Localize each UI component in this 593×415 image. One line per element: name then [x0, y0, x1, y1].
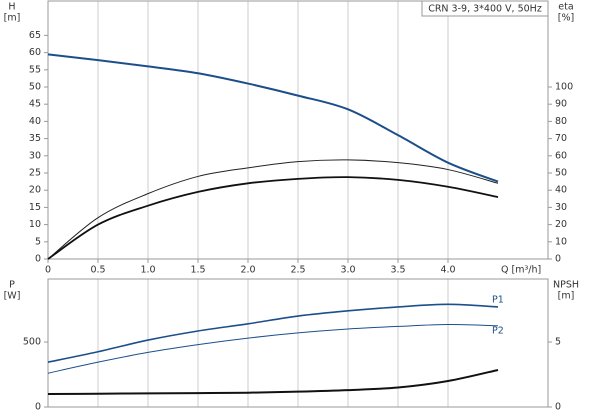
y2-tick-label: 90: [555, 99, 567, 110]
y-tick-label: 0: [35, 254, 41, 265]
y-axis-label: P: [9, 280, 15, 291]
x-axis-label: Q [m³/h]: [501, 265, 541, 276]
y-axis-label: H: [8, 2, 15, 13]
y-tick-label: 40: [29, 116, 41, 127]
series-line: [47, 159, 499, 260]
y2-axis-label: NPSH: [553, 280, 579, 291]
y-tick-label: 30: [29, 150, 41, 161]
y2-tick-label: 40: [555, 185, 567, 196]
x-tick-label: 2.0: [240, 265, 255, 276]
y2-tick-label: 80: [555, 116, 567, 127]
y2-tick-label: 50: [555, 168, 567, 179]
series-line: [47, 176, 499, 260]
x-tick-label: 1.0: [140, 265, 155, 276]
x-tick-label: 3.5: [390, 265, 405, 276]
series-label: P1: [492, 294, 504, 305]
x-tick-label: 0.5: [90, 265, 105, 276]
title-box: [421, 0, 549, 17]
y-tick-label: 35: [29, 133, 41, 144]
x-tick-label: 4.0: [440, 265, 455, 276]
y-axis-label: [W]: [4, 291, 21, 302]
y2-tick-label: 60: [555, 150, 567, 161]
y2-tick-label: 10: [555, 236, 567, 247]
y2-axis-label: [%]: [558, 13, 574, 24]
y2-tick-label: 30: [555, 202, 567, 213]
y-tick-label: 55: [29, 64, 41, 75]
series-line: [47, 323, 499, 374]
x-tick-label: 3.0: [340, 265, 355, 276]
chart-title: CRN 3-9, 3*400 V, 50Hz: [428, 4, 542, 15]
y2-axis-label: [m]: [558, 291, 575, 302]
y2-tick-label: 20: [555, 219, 567, 230]
y2-tick-label: 100: [555, 82, 573, 93]
y-tick-label: 20: [29, 185, 41, 196]
y2-tick-label: 70: [555, 133, 567, 144]
y-tick-label: 45: [29, 99, 41, 110]
y2-tick-label: 0: [555, 402, 561, 413]
y-tick-label: 500: [23, 337, 41, 348]
x-tick-label: 1.5: [190, 265, 205, 276]
x-tick-label: 2.5: [290, 265, 305, 276]
plot-frame: [47, 278, 549, 408]
series-line: [47, 53, 499, 183]
x-tick-label: 0: [45, 265, 51, 276]
y-tick-label: 65: [29, 30, 41, 41]
y-tick-label: 5: [35, 236, 41, 247]
y-tick-label: 0: [35, 402, 41, 413]
y-tick-label: 10: [29, 219, 41, 230]
y-tick-label: 60: [29, 47, 41, 58]
y2-axis-label: eta: [558, 2, 573, 13]
y2-tick-label: 5: [555, 337, 561, 348]
y2-tick-label: 0: [555, 254, 561, 265]
series-line: [47, 303, 499, 363]
y-tick-label: 15: [29, 202, 41, 213]
y-axis-label: [m]: [4, 13, 21, 24]
series-line: [47, 368, 499, 396]
plot-frame: [47, 0, 549, 260]
y-tick-label: 25: [29, 168, 41, 179]
series-label: P2: [492, 325, 504, 336]
y-tick-label: 50: [29, 82, 41, 93]
